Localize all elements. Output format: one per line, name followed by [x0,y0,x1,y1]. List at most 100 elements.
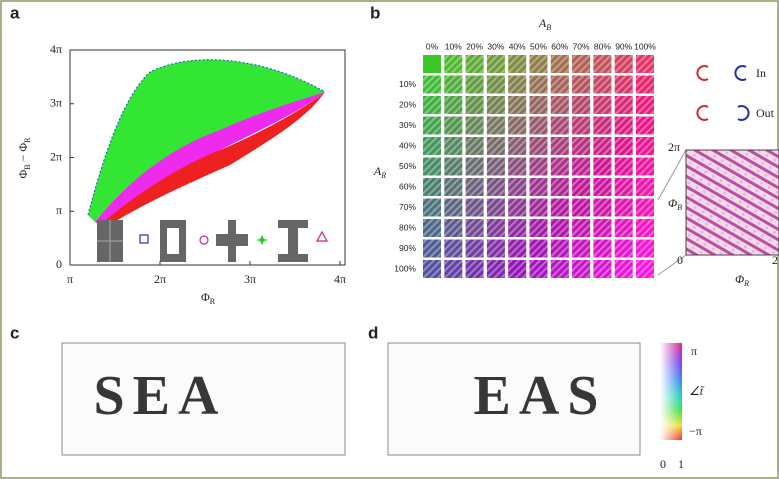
symbol: Φ [668,196,677,210]
cell-texture [550,219,569,237]
cell-texture [465,198,484,217]
polarization-legend [696,65,750,121]
cell-texture [423,178,441,196]
cell-texture [423,137,441,155]
y-tick-label: 2π [50,149,62,163]
scatter-cloud [87,59,326,228]
cell-texture [636,116,654,135]
cell-texture [572,75,591,94]
cell-texture [636,260,654,278]
cell-texture [444,55,463,73]
cell-texture [593,260,612,278]
cell-texture [550,157,569,176]
colorbar-tick: 0 [660,457,666,471]
cell-texture [572,219,591,237]
cell-texture [572,137,591,155]
cell-texture [572,198,591,217]
column-label: 0% [426,41,439,51]
cell-texture [529,219,548,237]
panel-label: b [370,3,380,22]
column-label: 80% [594,41,611,51]
inset-tick: 2 [772,253,778,267]
cell-texture [550,198,569,217]
cell-texture [465,116,484,135]
cell-texture [550,55,569,73]
cell-texture [508,55,527,73]
cell-texture [614,198,633,217]
cell-texture [572,96,591,114]
cell-texture [572,239,591,258]
panel-label: d [368,323,378,342]
column-label: 10% [445,41,462,51]
cell-texture [614,75,633,94]
cell-texture [636,96,654,114]
row-label: 100% [394,263,416,273]
cell-texture [614,219,633,237]
inset-map [685,149,779,256]
cell-texture [508,198,527,217]
cell-texture [508,116,527,135]
row-label: 10% [399,79,416,89]
cell-texture [423,219,441,237]
cell-texture [572,178,591,196]
cell-texture [486,239,505,258]
symbol: Φ [16,170,30,179]
cell-texture [465,178,484,196]
cell-texture [614,157,633,176]
cell-texture [529,198,548,217]
cell-texture [572,157,591,176]
cell-texture [614,116,633,135]
subscript: B [677,203,682,212]
amplitude-cell [423,55,441,73]
cell-texture [508,178,527,196]
column-label: 60% [551,41,568,51]
inset-tick: 2π [668,140,680,154]
colorbar-tick: −π [689,424,702,438]
image-frame [387,342,641,456]
cell-texture [423,75,441,94]
cell-texture [444,96,463,114]
cell-texture [486,96,505,114]
row-label: 70% [399,202,416,212]
column-label: 50% [530,41,547,51]
row-label: 50% [399,161,416,171]
y-tick-label: π [56,203,62,217]
cell-texture [529,55,548,73]
cell-texture [423,116,441,135]
cell-texture [636,137,654,155]
row-label: 90% [399,243,416,253]
cell-texture [550,178,569,196]
column-label: 100% [634,41,656,51]
cell-texture [465,157,484,176]
cell-texture [444,137,463,155]
subscript: R [743,279,749,288]
cell-texture [593,96,612,114]
subscript: R [380,171,386,180]
row-label: 30% [399,120,416,130]
cell-texture [529,137,548,155]
cell-texture [636,198,654,217]
subscript: B [546,23,551,32]
y-tick-label: 4π [50,42,62,56]
cell-texture [529,116,548,135]
symbol: Φ [201,290,210,304]
cell-texture [486,198,505,217]
cell-texture [593,239,612,258]
colorbar-tick: π [691,344,697,358]
cell-texture [572,260,591,278]
cell-texture [444,116,463,135]
cell-texture [444,198,463,217]
column-label: 30% [487,41,504,51]
cell-texture [465,137,484,155]
colorbar-title: ∠t̃ [689,384,705,398]
cell-texture [529,75,548,94]
cell-texture [550,75,569,94]
cell-texture [508,239,527,258]
colorbar-tick: 1 [678,457,684,471]
legend-label: In [756,66,766,80]
cell-texture [486,75,505,94]
row-label: 60% [399,181,416,191]
column-label: 90% [615,41,632,51]
cell-texture [444,260,463,278]
